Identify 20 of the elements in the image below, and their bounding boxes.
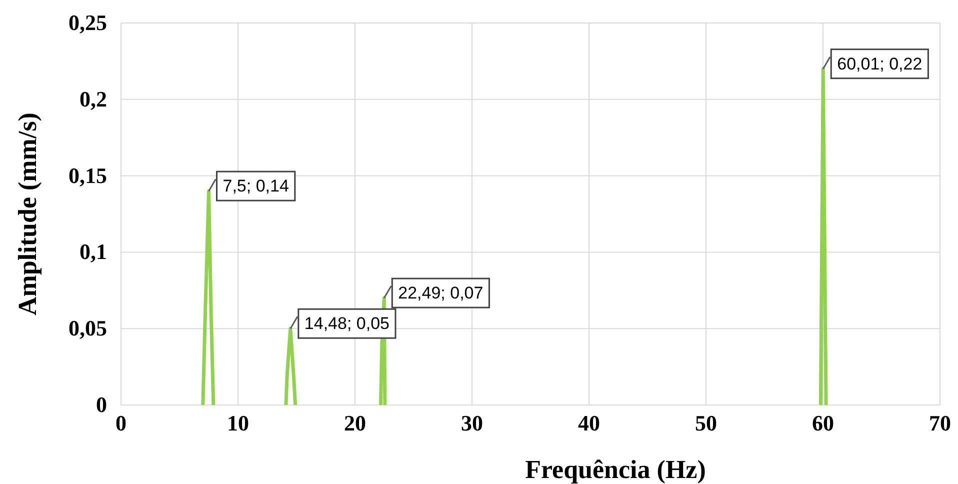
annotation: 22,49; 0,07 [398, 284, 484, 303]
annotation: 7,5; 0,14 [222, 176, 289, 196]
x-tick-label: 0 [116, 410, 126, 436]
y-tick-label: 0,25 [68, 10, 107, 36]
y-tick-label: 0,2 [80, 86, 107, 112]
x-tick-label: 50 [695, 410, 717, 436]
annotation: 60,01; 0,22 [837, 54, 922, 74]
x-axis-title: Frequência (Hz) [525, 455, 706, 484]
x-tick-label: 10 [227, 410, 249, 436]
x-tick-label: 60 [812, 410, 834, 436]
annotation: 14,48; 0,05 [304, 314, 390, 334]
y-tick-label: 0 [96, 392, 107, 418]
x-tick-label: 70 [929, 410, 951, 436]
y-tick-label: 0,05 [68, 316, 107, 341]
x-tick-label: 30 [461, 410, 483, 436]
x-tick-label: 40 [578, 410, 600, 436]
y-tick-label: 0,15 [68, 162, 107, 188]
x-tick-label: 20 [344, 410, 366, 436]
y-axis-title: Amplitude (mm/s) [13, 112, 42, 316]
y-tick-label: 0,1 [80, 239, 107, 264]
